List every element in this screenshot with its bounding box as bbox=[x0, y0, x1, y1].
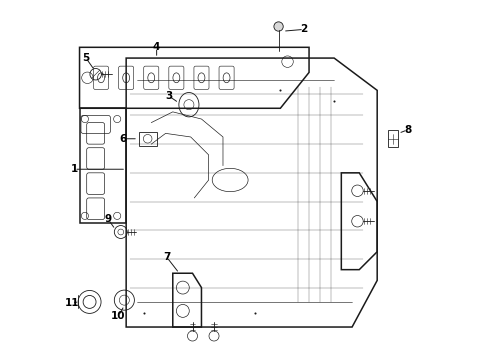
Text: 6: 6 bbox=[120, 134, 127, 144]
Text: 1: 1 bbox=[70, 164, 78, 174]
Text: 3: 3 bbox=[164, 91, 172, 101]
Circle shape bbox=[273, 22, 283, 31]
Text: 4: 4 bbox=[153, 42, 160, 52]
Text: 11: 11 bbox=[64, 298, 79, 308]
Text: 5: 5 bbox=[82, 53, 89, 63]
Text: 7: 7 bbox=[163, 252, 170, 262]
Text: 8: 8 bbox=[403, 125, 410, 135]
Text: 2: 2 bbox=[300, 24, 307, 35]
Text: 10: 10 bbox=[111, 311, 125, 321]
Text: 9: 9 bbox=[104, 215, 112, 224]
